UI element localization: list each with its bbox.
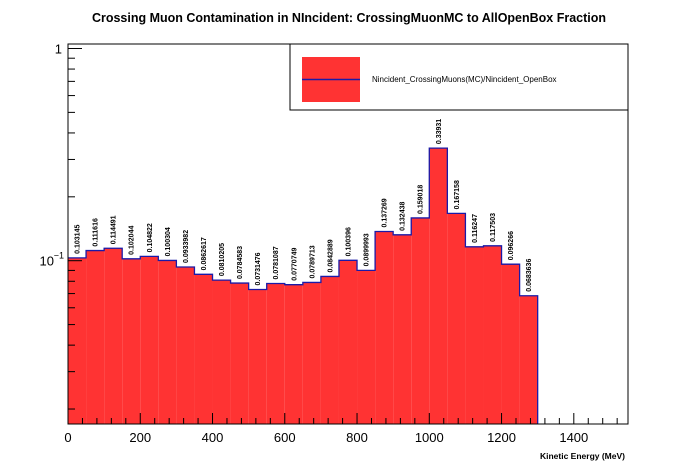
bin-value-label: 0.0731476 [255, 252, 262, 285]
histogram-bar [375, 231, 394, 424]
histogram-bar [266, 283, 285, 424]
histogram-bar [483, 245, 502, 424]
bin-value-label: 0.114491 [111, 215, 118, 244]
bin-value-label: 0.0784583 [237, 246, 244, 279]
x-tick-label: 400 [202, 430, 224, 445]
x-tick-label: 600 [274, 430, 296, 445]
x-axis: 0 200 400 600 800 1000 1200 1400 [64, 413, 618, 445]
histogram-bar [212, 280, 231, 424]
y-tick-label-exponent: −1 [54, 251, 64, 261]
x-axis-title: Kinetic Energy (MeV) [540, 451, 625, 461]
histogram-bar [122, 258, 141, 424]
legend: Nincident_CrossingMuons(MC)/Nincident_Op… [289, 43, 629, 111]
y-axis: 1 10 −1 [40, 41, 82, 410]
histogram-bar [104, 248, 123, 424]
histogram-bar [519, 295, 538, 424]
histogram-outline [68, 147, 539, 424]
x-tick-label: 1000 [415, 430, 444, 445]
histogram-bar [393, 234, 412, 424]
histogram-bar [248, 289, 267, 424]
histogram-bar [194, 274, 213, 424]
histogram-bar [501, 264, 520, 424]
bin-value-label: 0.132438 [400, 202, 407, 231]
histogram-bar [411, 217, 430, 424]
bin-value-label: 0.0810205 [219, 243, 226, 276]
bin-value-label: 0.104822 [147, 223, 154, 252]
bin-value-label: 0.0842889 [327, 239, 334, 272]
x-tick-label: 0 [64, 430, 71, 445]
histogram-bar [429, 148, 448, 424]
bin-value-label: 0.103145 [75, 225, 82, 254]
y-tick-label: 1 [55, 41, 62, 56]
histogram-bar [86, 250, 105, 424]
x-tick-label: 1400 [559, 430, 588, 445]
bin-value-label: 0.167158 [454, 180, 461, 209]
histogram-bar [140, 256, 159, 424]
bin-value-label: 0.096266 [508, 231, 515, 260]
x-tick-label: 800 [346, 430, 368, 445]
histogram-bar [68, 257, 87, 424]
histogram-bar [357, 270, 376, 424]
histogram-bar [447, 213, 466, 424]
bin-labels: 0.103145 0.111616 0.114491 0.102044 0.104822… [75, 119, 534, 292]
histogram-bar [176, 266, 195, 424]
histogram-bar [158, 260, 177, 424]
bin-value-label: 0.111616 [93, 218, 100, 247]
x-tick-label: 1200 [487, 430, 516, 445]
histogram-bar [230, 283, 249, 424]
bin-value-label: 0.137269 [382, 198, 389, 227]
legend-label: Nincident_CrossingMuons(MC)/Nincident_Op… [372, 75, 557, 84]
bars-layer [68, 147, 539, 424]
chart-title: Crossing Muon Contamination in NIncident… [92, 11, 606, 25]
bin-value-label: 0.0781087 [273, 246, 280, 279]
histogram-bar [302, 282, 321, 424]
histogram-bar [338, 260, 358, 424]
histogram-bar [465, 246, 484, 424]
histogram-bar [284, 284, 303, 424]
bin-value-label: 0.0899993 [364, 233, 371, 266]
histogram-bar [320, 276, 339, 424]
bin-value-label: 0.100304 [165, 227, 172, 256]
bin-value-label: 0.0933982 [183, 230, 190, 263]
bin-value-label: 0.100396 [346, 227, 353, 256]
bin-value-label: 0.33931 [436, 119, 443, 144]
y-tick-label: 10 [40, 254, 54, 269]
bin-value-label: 0.159018 [418, 185, 425, 214]
bin-value-label: 0.117503 [490, 213, 497, 242]
bin-value-label: 0.102044 [129, 226, 136, 255]
bin-value-label: 0.0862617 [201, 237, 208, 270]
x-tick-label: 200 [129, 430, 151, 445]
bin-value-label: 0.0789713 [309, 245, 316, 278]
bin-value-label: 0.0683636 [526, 259, 533, 292]
bin-value-label: 0.116247 [472, 214, 479, 243]
bin-value-label: 0.0770749 [291, 248, 298, 281]
